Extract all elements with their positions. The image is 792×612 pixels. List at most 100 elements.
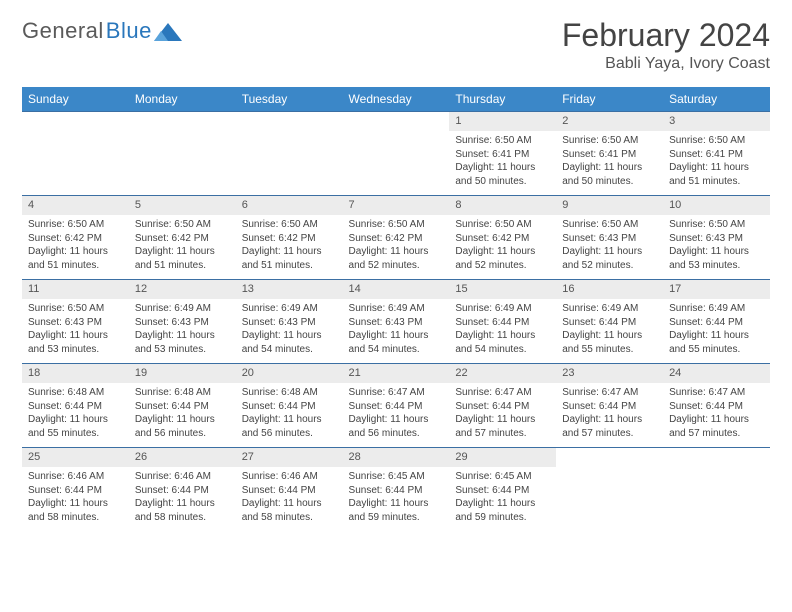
calendar-body: 1Sunrise: 6:50 AMSunset: 6:41 PMDaylight…: [22, 111, 770, 531]
calendar-row: 11Sunrise: 6:50 AMSunset: 6:43 PMDayligh…: [22, 279, 770, 363]
day-number: [556, 447, 663, 467]
weekday-header: Sunday: [22, 87, 129, 111]
calendar-cell: 10Sunrise: 6:50 AMSunset: 6:43 PMDayligh…: [663, 195, 770, 279]
sunrise-line: Sunrise: 6:47 AM: [562, 386, 657, 400]
sunset-line: Sunset: 6:44 PM: [135, 400, 230, 414]
day-body: Sunrise: 6:48 AMSunset: 6:44 PMDaylight:…: [236, 383, 343, 446]
daylight-line: Daylight: 11 hours and 52 minutes.: [455, 245, 550, 272]
day-body: Sunrise: 6:50 AMSunset: 6:42 PMDaylight:…: [343, 215, 450, 278]
day-body: Sunrise: 6:49 AMSunset: 6:43 PMDaylight:…: [343, 299, 450, 362]
day-number: 22: [449, 363, 556, 383]
calendar-cell: [22, 111, 129, 195]
day-number: [236, 111, 343, 131]
sunrise-line: Sunrise: 6:46 AM: [242, 470, 337, 484]
calendar-cell: 1Sunrise: 6:50 AMSunset: 6:41 PMDaylight…: [449, 111, 556, 195]
sunrise-line: Sunrise: 6:49 AM: [242, 302, 337, 316]
day-body: Sunrise: 6:47 AMSunset: 6:44 PMDaylight:…: [343, 383, 450, 446]
weekday-header: Wednesday: [343, 87, 450, 111]
calendar-cell: 24Sunrise: 6:47 AMSunset: 6:44 PMDayligh…: [663, 363, 770, 447]
day-number: 16: [556, 279, 663, 299]
calendar-cell: 4Sunrise: 6:50 AMSunset: 6:42 PMDaylight…: [22, 195, 129, 279]
title-block: February 2024 Babli Yaya, Ivory Coast: [562, 18, 770, 73]
sunrise-line: Sunrise: 6:50 AM: [28, 302, 123, 316]
calendar-cell: [663, 447, 770, 531]
brand-text-part2: Blue: [106, 18, 152, 44]
weekday-header-row: Sunday Monday Tuesday Wednesday Thursday…: [22, 87, 770, 111]
day-body: Sunrise: 6:49 AMSunset: 6:43 PMDaylight:…: [236, 299, 343, 362]
daylight-line: Daylight: 11 hours and 56 minutes.: [349, 413, 444, 440]
daylight-line: Daylight: 11 hours and 52 minutes.: [562, 245, 657, 272]
daylight-line: Daylight: 11 hours and 57 minutes.: [455, 413, 550, 440]
sunset-line: Sunset: 6:41 PM: [669, 148, 764, 162]
day-number: 23: [556, 363, 663, 383]
day-number: [22, 111, 129, 131]
sunset-line: Sunset: 6:44 PM: [562, 400, 657, 414]
weekday-header: Tuesday: [236, 87, 343, 111]
day-body: Sunrise: 6:47 AMSunset: 6:44 PMDaylight:…: [449, 383, 556, 446]
day-number: 15: [449, 279, 556, 299]
daylight-line: Daylight: 11 hours and 56 minutes.: [135, 413, 230, 440]
daylight-line: Daylight: 11 hours and 58 minutes.: [242, 497, 337, 524]
day-body: Sunrise: 6:50 AMSunset: 6:43 PMDaylight:…: [22, 299, 129, 362]
calendar-cell: 7Sunrise: 6:50 AMSunset: 6:42 PMDaylight…: [343, 195, 450, 279]
day-body: Sunrise: 6:46 AMSunset: 6:44 PMDaylight:…: [129, 467, 236, 530]
sunset-line: Sunset: 6:42 PM: [28, 232, 123, 246]
sunrise-line: Sunrise: 6:47 AM: [669, 386, 764, 400]
sunrise-line: Sunrise: 6:50 AM: [562, 134, 657, 148]
sunrise-line: Sunrise: 6:48 AM: [28, 386, 123, 400]
day-number: 14: [343, 279, 450, 299]
day-body: Sunrise: 6:49 AMSunset: 6:43 PMDaylight:…: [129, 299, 236, 362]
day-number: 9: [556, 195, 663, 215]
calendar-cell: 13Sunrise: 6:49 AMSunset: 6:43 PMDayligh…: [236, 279, 343, 363]
sunrise-line: Sunrise: 6:47 AM: [349, 386, 444, 400]
calendar-cell: 23Sunrise: 6:47 AMSunset: 6:44 PMDayligh…: [556, 363, 663, 447]
sunrise-line: Sunrise: 6:50 AM: [669, 134, 764, 148]
day-body: Sunrise: 6:50 AMSunset: 6:41 PMDaylight:…: [449, 131, 556, 194]
daylight-line: Daylight: 11 hours and 51 minutes.: [135, 245, 230, 272]
daylight-line: Daylight: 11 hours and 51 minutes.: [242, 245, 337, 272]
calendar-cell: [556, 447, 663, 531]
calendar-cell: 18Sunrise: 6:48 AMSunset: 6:44 PMDayligh…: [22, 363, 129, 447]
calendar-cell: 22Sunrise: 6:47 AMSunset: 6:44 PMDayligh…: [449, 363, 556, 447]
day-body: Sunrise: 6:50 AMSunset: 6:43 PMDaylight:…: [663, 215, 770, 278]
weekday-header: Monday: [129, 87, 236, 111]
sunset-line: Sunset: 6:44 PM: [349, 484, 444, 498]
daylight-line: Daylight: 11 hours and 59 minutes.: [349, 497, 444, 524]
day-body: Sunrise: 6:48 AMSunset: 6:44 PMDaylight:…: [129, 383, 236, 446]
day-number: 25: [22, 447, 129, 467]
day-number: 6: [236, 195, 343, 215]
sunrise-line: Sunrise: 6:50 AM: [135, 218, 230, 232]
sunset-line: Sunset: 6:43 PM: [669, 232, 764, 246]
sunrise-line: Sunrise: 6:50 AM: [455, 218, 550, 232]
day-number: 8: [449, 195, 556, 215]
daylight-line: Daylight: 11 hours and 54 minutes.: [349, 329, 444, 356]
day-number: 1: [449, 111, 556, 131]
calendar-cell: 12Sunrise: 6:49 AMSunset: 6:43 PMDayligh…: [129, 279, 236, 363]
calendar-cell: 5Sunrise: 6:50 AMSunset: 6:42 PMDaylight…: [129, 195, 236, 279]
sunrise-line: Sunrise: 6:49 AM: [349, 302, 444, 316]
calendar-cell: 25Sunrise: 6:46 AMSunset: 6:44 PMDayligh…: [22, 447, 129, 531]
calendar-page: GeneralBlue February 2024 Babli Yaya, Iv…: [0, 0, 792, 549]
daylight-line: Daylight: 11 hours and 52 minutes.: [349, 245, 444, 272]
calendar-cell: 11Sunrise: 6:50 AMSunset: 6:43 PMDayligh…: [22, 279, 129, 363]
calendar-table: Sunday Monday Tuesday Wednesday Thursday…: [22, 87, 770, 531]
sunrise-line: Sunrise: 6:47 AM: [455, 386, 550, 400]
sunset-line: Sunset: 6:44 PM: [242, 484, 337, 498]
sunrise-line: Sunrise: 6:49 AM: [135, 302, 230, 316]
day-number: 11: [22, 279, 129, 299]
sunset-line: Sunset: 6:44 PM: [349, 400, 444, 414]
sunset-line: Sunset: 6:44 PM: [135, 484, 230, 498]
weekday-header: Thursday: [449, 87, 556, 111]
day-body: Sunrise: 6:50 AMSunset: 6:42 PMDaylight:…: [449, 215, 556, 278]
day-body: Sunrise: 6:49 AMSunset: 6:44 PMDaylight:…: [449, 299, 556, 362]
day-body: Sunrise: 6:46 AMSunset: 6:44 PMDaylight:…: [236, 467, 343, 530]
calendar-cell: 16Sunrise: 6:49 AMSunset: 6:44 PMDayligh…: [556, 279, 663, 363]
calendar-cell: 3Sunrise: 6:50 AMSunset: 6:41 PMDaylight…: [663, 111, 770, 195]
page-title: February 2024: [562, 18, 770, 53]
day-body: Sunrise: 6:47 AMSunset: 6:44 PMDaylight:…: [663, 383, 770, 446]
calendar-cell: 28Sunrise: 6:45 AMSunset: 6:44 PMDayligh…: [343, 447, 450, 531]
sunrise-line: Sunrise: 6:45 AM: [455, 470, 550, 484]
calendar-cell: [236, 111, 343, 195]
daylight-line: Daylight: 11 hours and 58 minutes.: [28, 497, 123, 524]
calendar-cell: 19Sunrise: 6:48 AMSunset: 6:44 PMDayligh…: [129, 363, 236, 447]
